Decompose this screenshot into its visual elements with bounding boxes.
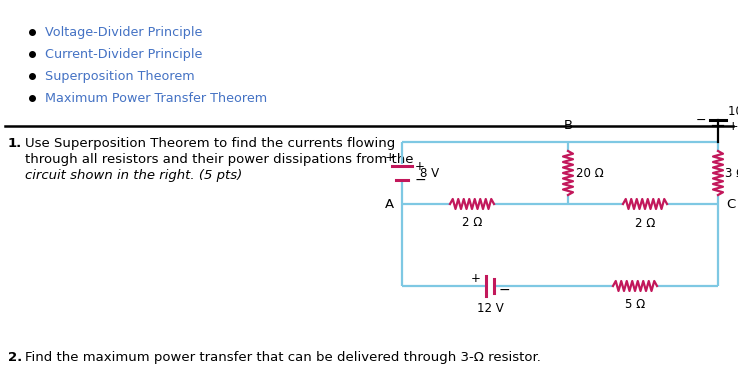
Text: A: A xyxy=(385,198,394,210)
Text: Maximum Power Transfer Theorem: Maximum Power Transfer Theorem xyxy=(45,91,267,105)
Text: Current-Divider Principle: Current-Divider Principle xyxy=(45,47,202,61)
Text: 10 V: 10 V xyxy=(728,105,738,118)
Text: Use Superposition Theorem to find the currents flowing: Use Superposition Theorem to find the cu… xyxy=(25,137,396,150)
Text: C: C xyxy=(726,198,735,210)
Text: through all resistors and their power dissipations from the: through all resistors and their power di… xyxy=(25,153,413,166)
Text: 2 Ω: 2 Ω xyxy=(462,216,482,229)
Text: +: + xyxy=(415,159,425,172)
Text: 5 Ω: 5 Ω xyxy=(625,298,645,311)
Text: 12 V: 12 V xyxy=(477,302,503,315)
Text: 2 Ω: 2 Ω xyxy=(635,217,655,230)
Text: +: + xyxy=(728,119,738,133)
Text: 3 Ω: 3 Ω xyxy=(725,166,738,179)
Text: Voltage-Divider Principle: Voltage-Divider Principle xyxy=(45,26,202,39)
Text: −: − xyxy=(498,283,510,297)
Text: 2.: 2. xyxy=(8,351,22,364)
Text: −: − xyxy=(695,114,706,126)
Text: 1.: 1. xyxy=(8,137,22,150)
Text: +: + xyxy=(471,272,481,284)
Text: Superposition Theorem: Superposition Theorem xyxy=(45,70,195,82)
Text: B: B xyxy=(563,119,573,132)
Text: 20 Ω: 20 Ω xyxy=(576,166,604,179)
Text: Find the maximum power transfer that can be delivered through 3-Ω resistor.: Find the maximum power transfer that can… xyxy=(25,351,541,364)
Text: −: − xyxy=(415,173,427,187)
Text: +: + xyxy=(385,151,396,164)
Text: circuit shown in the right. (5 pts): circuit shown in the right. (5 pts) xyxy=(25,169,242,182)
Text: 8 V: 8 V xyxy=(420,166,439,179)
